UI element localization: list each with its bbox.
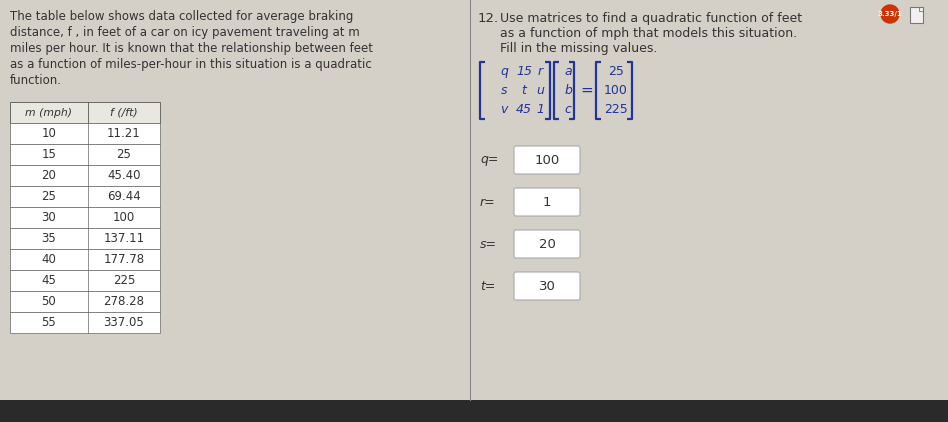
Text: as a function of mph that models this situation.: as a function of mph that models this si…: [500, 27, 797, 40]
FancyBboxPatch shape: [514, 272, 580, 300]
Bar: [10, 249, 160, 270]
Text: 50: 50: [42, 295, 56, 308]
Bar: [10, 270, 160, 291]
Text: u: u: [536, 84, 544, 97]
Text: The table below shows data collected for average braking: The table below shows data collected for…: [10, 10, 354, 23]
Text: t: t: [521, 84, 526, 97]
Text: 45.40: 45.40: [107, 169, 140, 182]
Circle shape: [881, 5, 899, 23]
Text: 40: 40: [42, 253, 57, 266]
Text: 1: 1: [536, 103, 544, 116]
Text: v: v: [501, 103, 508, 116]
Text: 177.78: 177.78: [103, 253, 144, 266]
Text: =: =: [580, 83, 592, 98]
Text: r=: r=: [480, 195, 496, 208]
Text: 225: 225: [604, 103, 628, 116]
Text: 20: 20: [538, 238, 556, 251]
Bar: [10, 207, 160, 228]
Text: 100: 100: [113, 211, 136, 224]
Text: distance, f , in feet of a car on icy pavement traveling at m: distance, f , in feet of a car on icy pa…: [10, 26, 359, 39]
Bar: [10, 165, 160, 186]
Text: 25: 25: [608, 65, 624, 78]
Text: b: b: [564, 84, 572, 97]
Text: s: s: [501, 84, 507, 97]
Text: r: r: [538, 65, 542, 78]
Text: q: q: [500, 65, 508, 78]
FancyBboxPatch shape: [514, 146, 580, 174]
Bar: [10, 102, 160, 123]
Text: t=: t=: [480, 279, 496, 292]
Text: 25: 25: [117, 148, 132, 161]
Text: Use matrices to find a quadratic function of feet: Use matrices to find a quadratic functio…: [500, 12, 802, 25]
Bar: [10, 291, 160, 312]
Bar: [0, 400, 948, 422]
Text: 30: 30: [42, 211, 56, 224]
Text: 225: 225: [113, 274, 136, 287]
Text: Fill in the missing values.: Fill in the missing values.: [500, 42, 657, 55]
Bar: [10, 312, 160, 333]
Text: function.: function.: [10, 74, 62, 87]
Text: 35: 35: [42, 232, 56, 245]
Text: miles per hour. It is known that the relationship between feet: miles per hour. It is known that the rel…: [10, 42, 373, 55]
Text: 55: 55: [42, 316, 56, 329]
FancyBboxPatch shape: [514, 230, 580, 258]
Text: 337.05: 337.05: [103, 316, 144, 329]
Text: 45: 45: [516, 103, 532, 116]
Text: 12.: 12.: [478, 12, 500, 25]
Text: a: a: [564, 65, 572, 78]
Text: 20: 20: [42, 169, 57, 182]
Text: as a function of miles-per-hour in this situation is a quadratic: as a function of miles-per-hour in this …: [10, 58, 372, 71]
Bar: [910, 7, 923, 23]
Text: 69.44: 69.44: [107, 190, 141, 203]
Text: 11.21: 11.21: [107, 127, 141, 140]
Text: 278.28: 278.28: [103, 295, 144, 308]
Text: q=: q=: [480, 154, 499, 167]
Text: 100: 100: [535, 154, 559, 167]
Text: 3.33/1: 3.33/1: [878, 11, 902, 17]
Bar: [10, 144, 160, 165]
Text: 10: 10: [42, 127, 57, 140]
Text: 45: 45: [42, 274, 57, 287]
Text: 25: 25: [42, 190, 57, 203]
Bar: [10, 123, 160, 144]
FancyBboxPatch shape: [514, 188, 580, 216]
Text: m (mph): m (mph): [26, 108, 72, 117]
Text: f (/ft): f (/ft): [110, 108, 137, 117]
Text: 100: 100: [604, 84, 628, 97]
Text: 15: 15: [42, 148, 57, 161]
Bar: [10, 186, 160, 207]
Text: c: c: [565, 103, 572, 116]
Text: 30: 30: [538, 279, 556, 292]
Bar: [10, 228, 160, 249]
Text: s=: s=: [480, 238, 497, 251]
Text: 1: 1: [543, 195, 551, 208]
Text: 137.11: 137.11: [103, 232, 144, 245]
Text: 15: 15: [516, 65, 532, 78]
